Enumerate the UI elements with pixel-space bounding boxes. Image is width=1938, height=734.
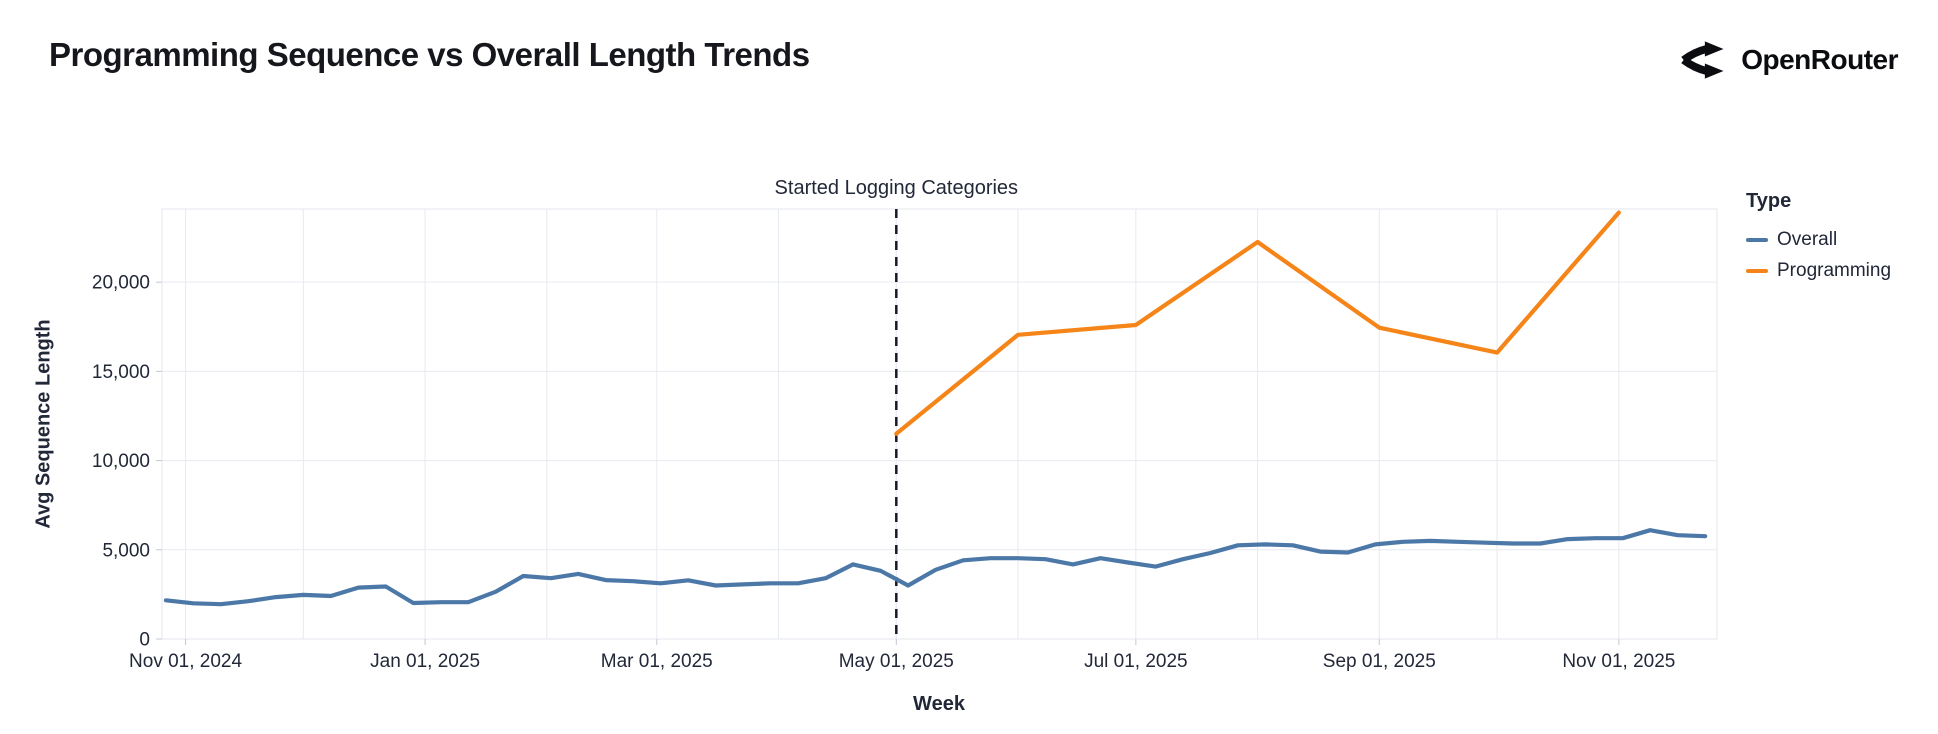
y-tick-label: 0 (139, 630, 150, 651)
legend-item-label: Overall (1777, 229, 1838, 250)
legend-title: Type (1746, 190, 1792, 212)
y-tick-label: 20,000 (92, 273, 150, 294)
openrouter-logo-icon (1681, 41, 1724, 79)
legend-item-overall: Overall (1746, 229, 1936, 251)
x-tick-label: May 01, 2025 (839, 651, 954, 672)
legend-swatch-programming (1746, 269, 1768, 273)
series-line-overall (163, 528, 1708, 607)
plot-border (161, 208, 1718, 640)
legend: Type Overall Programming (1746, 190, 1936, 291)
openrouter-logo-text: OpenRouter (1741, 44, 1898, 75)
x-tick-label: Jan 01, 2025 (370, 651, 480, 672)
y-tick-label: 5,000 (102, 540, 150, 561)
x-tick-label: Jul 01, 2025 (1084, 651, 1188, 672)
x-axis-title: Week (913, 693, 965, 715)
x-tick-label: Sep 01, 2025 (1323, 651, 1436, 672)
legend-item-programming: Programming (1746, 260, 1936, 282)
y-tick-label: 15,000 (92, 362, 150, 383)
series-line-programming (894, 210, 1621, 436)
page-title: Programming Sequence vs Overall Length T… (49, 36, 810, 73)
y-axis-title: Avg Sequence Length (32, 319, 55, 529)
x-tick-label: Nov 01, 2024 (129, 651, 242, 672)
legend-item-label: Programming (1777, 260, 1892, 281)
legend-swatch-overall (1746, 238, 1768, 242)
annotation-label: Started Logging Categories (774, 177, 1019, 199)
y-tick-label: 10,000 (92, 451, 150, 472)
x-tick-label: Mar 01, 2025 (601, 651, 713, 672)
openrouter-logo: OpenRouter (1681, 40, 1898, 80)
x-tick-label: Nov 01, 2025 (1562, 651, 1675, 672)
